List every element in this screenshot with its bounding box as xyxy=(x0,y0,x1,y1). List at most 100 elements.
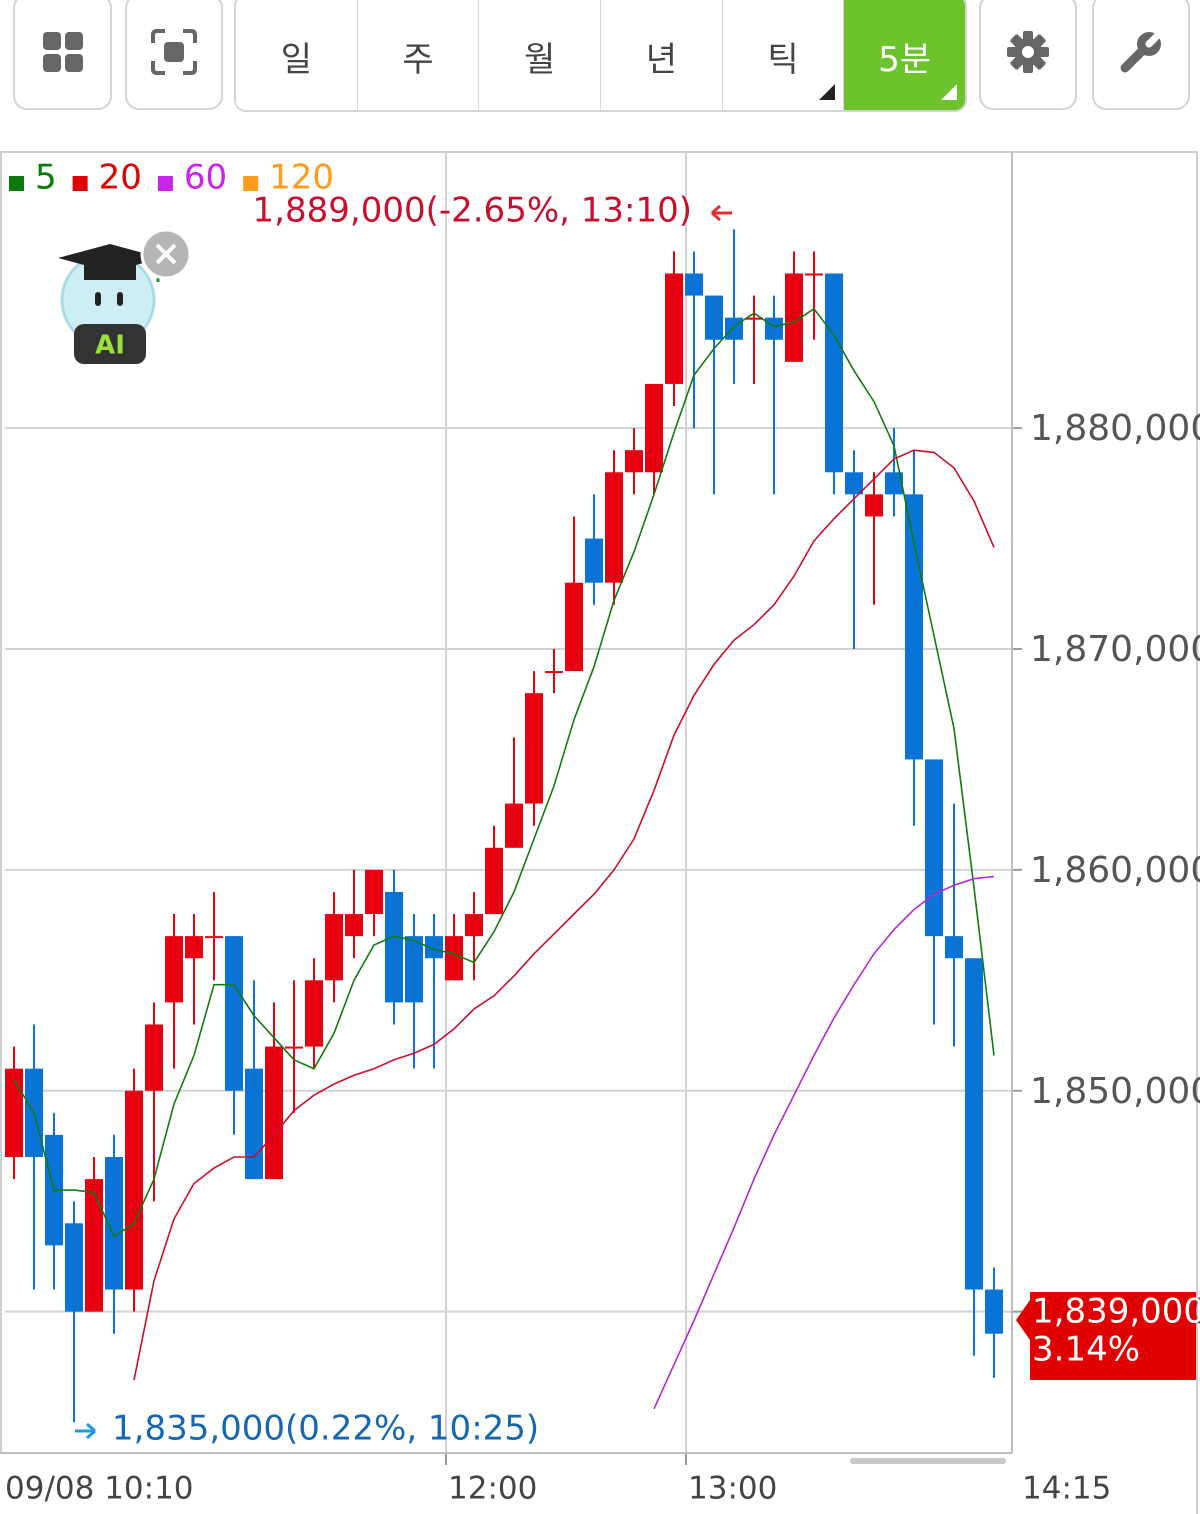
ai-plate xyxy=(74,324,146,364)
candle-body xyxy=(625,450,643,473)
candle-body xyxy=(545,671,563,674)
candle-body xyxy=(645,383,663,473)
high-annotation: 1,889,000(-2.65%, 13:10) xyxy=(253,191,692,231)
price-tag-bg xyxy=(1016,1292,1196,1380)
low-annotation: 1,835,000(0.22%, 10:25) xyxy=(112,1409,539,1449)
y-tick-label: 1,860,000 xyxy=(1030,850,1200,891)
price-tag: 1,839,000 3.14% xyxy=(1016,1292,1200,1380)
candle-body xyxy=(65,1223,83,1312)
dropdown-indicator xyxy=(819,84,836,100)
candle-body xyxy=(725,317,743,340)
wrench-icon xyxy=(1120,28,1165,73)
legend-swatch xyxy=(72,176,88,191)
candle-body xyxy=(525,693,543,804)
ai-cap-base xyxy=(84,258,136,280)
legend-label: 20 xyxy=(99,158,142,198)
legend-swatch xyxy=(243,176,259,191)
candle-body xyxy=(905,494,923,760)
candle-body xyxy=(965,958,983,1290)
high-arrow xyxy=(711,204,732,222)
candle-body xyxy=(705,295,723,340)
candle-body xyxy=(845,472,863,495)
period-tab[interactable]: 월 xyxy=(479,0,602,110)
tools-button[interactable] xyxy=(1092,0,1190,110)
legend-swatch xyxy=(157,176,173,191)
current-price: 1,839,000 xyxy=(1032,1292,1200,1332)
ma-line xyxy=(133,449,995,1381)
candle-body xyxy=(485,847,503,915)
period-tab[interactable]: 일 xyxy=(236,0,358,110)
candle-body xyxy=(985,1289,1003,1334)
candle-body xyxy=(425,936,443,959)
legend: 5 20 60 120 xyxy=(9,158,334,198)
legend-label: 5 xyxy=(35,158,57,198)
ai-close-icon[interactable] xyxy=(155,243,177,265)
settings-button[interactable] xyxy=(979,0,1077,110)
grid-icon xyxy=(42,32,83,72)
ai-label: AI xyxy=(95,331,125,361)
grid: 1,840,0001,850,0001,860,0001,870,0001,88… xyxy=(5,152,1200,1465)
candle-body xyxy=(205,936,223,939)
candle-body xyxy=(85,1179,103,1312)
candle-body xyxy=(825,273,843,473)
candle-body xyxy=(145,1024,163,1091)
capture-button[interactable] xyxy=(125,0,223,110)
low-arrow xyxy=(75,1422,96,1440)
capture-icon xyxy=(151,29,197,75)
candle-body xyxy=(185,936,203,959)
candle-body xyxy=(785,273,803,362)
candle-body xyxy=(405,936,423,1003)
candle-body xyxy=(865,494,883,517)
candle-body xyxy=(605,472,623,583)
ai-eye xyxy=(117,292,123,306)
candle-body xyxy=(225,936,243,1091)
x-tick-label: 12:00 xyxy=(448,1471,537,1507)
dropdown-indicator xyxy=(941,84,958,100)
candle-body xyxy=(5,1068,23,1158)
y-tick-label: 1,870,000 xyxy=(1030,629,1200,670)
ma-line xyxy=(13,307,995,1238)
candle-body xyxy=(385,891,403,1003)
candle-body xyxy=(305,980,323,1047)
candle-body xyxy=(445,936,463,981)
candle-body xyxy=(465,914,483,937)
candle-body xyxy=(125,1090,143,1290)
candle-body xyxy=(265,1046,283,1180)
current-change: 3.14% xyxy=(1032,1330,1140,1370)
candle-body xyxy=(685,273,703,296)
candle-body xyxy=(345,914,363,937)
period-tab[interactable]: 년 xyxy=(601,0,723,110)
candle-body xyxy=(765,317,783,340)
period-tab[interactable]: 5분 xyxy=(844,0,965,110)
period-tab[interactable]: 주 xyxy=(358,0,480,110)
layout-button[interactable] xyxy=(13,0,112,110)
candle-body xyxy=(165,936,183,1003)
ai-badge: AI xyxy=(58,228,192,364)
scrollbar xyxy=(850,1458,1006,1464)
ma-line xyxy=(653,875,995,1410)
candle-body xyxy=(885,472,903,495)
x-tick-label: 13:00 xyxy=(688,1471,777,1507)
legend-label: 60 xyxy=(184,158,227,198)
candle-body xyxy=(665,273,683,384)
candle-body xyxy=(585,538,603,583)
candle-body xyxy=(105,1157,123,1290)
legend-swatch xyxy=(9,176,24,191)
candle-body xyxy=(245,1068,263,1180)
candle-body xyxy=(925,759,943,937)
candle-body xyxy=(565,582,583,672)
period-tab[interactable]: 틱 xyxy=(723,0,845,110)
period-tabs: 일 주 월 년 틱 5분 xyxy=(234,0,967,112)
candle-body xyxy=(945,936,963,959)
legend-label: 120 xyxy=(269,158,334,198)
x-tick-label: 09/08 10:10 xyxy=(5,1471,194,1507)
candle-body xyxy=(505,803,523,848)
x-tick-label: 14:15 xyxy=(1022,1471,1111,1507)
candle-body xyxy=(745,317,763,320)
gear-icon xyxy=(1007,31,1049,73)
marks xyxy=(5,229,1003,1423)
candle-body xyxy=(325,914,343,981)
candle-body xyxy=(285,1046,303,1049)
